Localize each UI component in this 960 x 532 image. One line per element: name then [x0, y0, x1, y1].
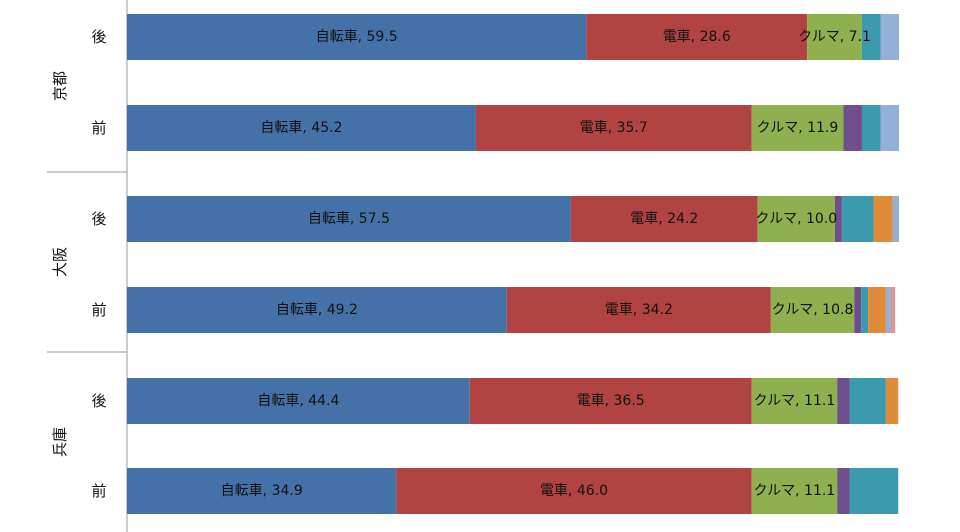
data-label: 電車, 28.6 — [663, 28, 731, 45]
bar-segment — [834, 196, 842, 242]
chart-bars — [127, 14, 899, 514]
bar-segment — [861, 287, 869, 333]
bar-segment — [880, 105, 899, 151]
bar-segment — [861, 14, 881, 60]
bar-segment — [837, 468, 850, 514]
group-label: 京都 — [51, 71, 69, 101]
row-label: 後 — [91, 28, 106, 46]
bar-segment — [885, 287, 891, 333]
bar-segment — [469, 378, 752, 424]
data-label: 自転車, 45.2 — [260, 119, 342, 136]
bar-segment — [757, 196, 835, 242]
data-label: 電車, 34.2 — [605, 301, 673, 318]
bar-segment — [127, 378, 470, 424]
chart-labels: 京都後 自転車, 59.5 電車, 28.6 クルマ, 7.1前 自転車, 45.2 電車… — [51, 28, 871, 500]
chart-axes — [47, 0, 128, 532]
bar-segment — [127, 468, 397, 514]
group-label: 大阪 — [51, 247, 69, 277]
data-label: 自転車, 57.5 — [308, 210, 390, 227]
bar-segment — [127, 196, 571, 242]
bar-segment — [751, 378, 838, 424]
row-label: 後 — [91, 210, 106, 228]
bar-segment — [127, 287, 507, 333]
data-label: 電車, 35.7 — [580, 119, 648, 136]
bar-segment — [890, 287, 896, 333]
data-label: クルマ, 11.1 — [754, 483, 836, 499]
data-label: 自転車, 44.4 — [257, 392, 339, 409]
bar-segment — [849, 468, 899, 514]
bar-segment — [868, 287, 886, 333]
bar-segment — [861, 105, 881, 151]
bar-segment — [849, 378, 886, 424]
data-label: 自転車, 34.9 — [221, 482, 303, 499]
bar-segment — [873, 196, 893, 242]
row-label: 前 — [91, 119, 106, 137]
bar-segment — [506, 287, 771, 333]
data-label: 電車, 24.2 — [630, 210, 698, 227]
bar-segment — [885, 378, 899, 424]
bar-segment — [127, 14, 587, 60]
bar-segment — [841, 196, 874, 242]
bar-segment — [127, 105, 476, 151]
bar-segment — [770, 287, 855, 333]
data-label: クルマ, 10.8 — [772, 302, 854, 318]
bar-segment — [837, 378, 850, 424]
bar-segment — [854, 287, 862, 333]
bar-segment — [475, 105, 752, 151]
bar-segment — [843, 105, 862, 151]
bar-segment — [396, 468, 752, 514]
group-label: 兵庫 — [51, 427, 69, 457]
data-label: 自転車, 49.2 — [276, 301, 358, 318]
row-label: 前 — [91, 301, 106, 319]
bar-segment — [880, 14, 899, 60]
data-label: クルマ, 11.1 — [754, 393, 836, 409]
data-label: クルマ, 10.0 — [755, 211, 837, 227]
data-label: 自転車, 59.5 — [316, 28, 398, 45]
bar-segment — [586, 14, 808, 60]
bar-segment — [570, 196, 758, 242]
bar-segment — [751, 468, 838, 514]
bar-segment — [892, 196, 899, 242]
bar-segment — [751, 105, 844, 151]
data-label: 電車, 36.5 — [577, 392, 645, 409]
row-label: 前 — [91, 482, 106, 500]
row-label: 後 — [91, 392, 106, 410]
data-label: クルマ, 7.1 — [798, 29, 871, 45]
bar-segment — [807, 14, 862, 60]
data-label: 電車, 46.0 — [540, 482, 608, 499]
data-label: クルマ, 11.9 — [757, 120, 839, 136]
